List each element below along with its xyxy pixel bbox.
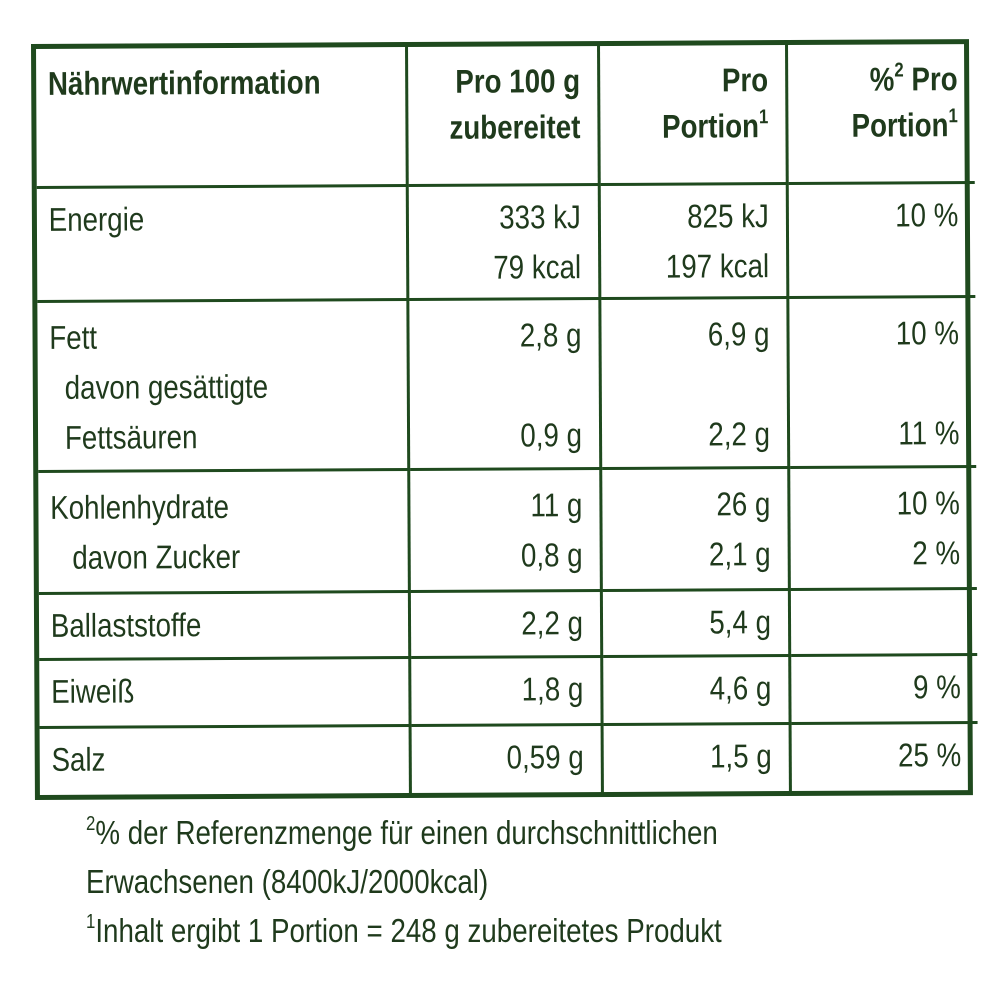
fett-sub1: davon gesättigte [64,367,269,406]
cell-energie-p100: 333 kJ 79 kcal [406,184,581,300]
footnote-1-line: 1Inhalt ergibt 1 Portion = 248 g zuberei… [86,906,825,955]
kh-portion-sub: 2,1 g [708,534,771,572]
cell-fett-p100: 2,8 g 0,9 g [407,298,582,470]
footnote-2-text: % der Referenzmenge für einen durchschni… [95,814,718,851]
row-kohlenhydrate: Kohlenhydrate davon Zucker 11 g 0,8 g 26… [38,466,977,593]
energie-portion-kj: 825 kJ [687,196,769,235]
cell-salz-pct: 25 % [789,722,961,796]
header-percent-pro: Pro [903,60,958,98]
ballast-label: Ballaststoffe [50,605,202,644]
cell-eiweiss-p100: 1,8 g [409,656,583,726]
eiweiss-p100: 1,8 g [521,669,584,707]
header-per-100g-line1: Pro 100 g [455,62,581,100]
cell-ballast-portion: 5,4 g [600,589,771,657]
kh-p100-sub: 0,8 g [520,535,583,573]
fett-sub2: Fettsäuren [64,417,198,456]
energie-portion-kcal: 197 kcal [665,246,770,285]
energie-pct: 10 % [895,195,959,233]
salz-portion: 1,5 g [709,736,772,774]
footnote-2-line2: Erwachsenen (8400kJ/2000kcal) [86,863,489,900]
ballast-p100: 2,2 g [521,603,584,641]
cell-energie-label: Energie [36,185,349,301]
cell-ballast-label: Ballaststoffe [38,591,351,659]
ballast-portion: 5,4 g [709,602,772,640]
cell-fett-label: Fett davon gesättigte Fettsäuren [37,299,350,471]
row-fett: Fett davon gesättigte Fettsäuren 2,8 g 0… [37,296,976,471]
cell-energie-pct: 10 % [786,182,958,298]
header-percent-per-portion: %2 Pro Portion1 [786,44,958,184]
row-salz: Salz 0,59 g 1,5 g 25 % [39,722,978,799]
salz-pct: 25 % [897,735,962,773]
kh-sub: davon Zucker [72,537,241,576]
header-nutrition-info: Nährwertinformation [36,47,348,187]
cell-salz-label: Salz [39,725,351,799]
fett-portion-sub: 2,2 g [708,414,771,452]
cell-eiweiss-pct: 9 % [789,654,961,724]
eiweiss-label: Eiweiß [51,671,135,710]
cell-fett-portion: 6,9 g 2,2 g [599,297,770,469]
row-eiweiss: Eiweiß 1,8 g 4,6 g 9 % [39,654,977,727]
footnotes: 2% der Referenzmenge für einen durchschn… [86,808,825,955]
cell-fett-pct: 10 % 11 % [787,296,960,468]
header-percent-portion: Portion [851,106,949,144]
energie-p100-kj: 333 kJ [499,197,581,236]
footnote-1-text: Inhalt ergibt 1 Portion = 248 g zubereit… [95,912,722,949]
footnote-2-sup: 2 [86,813,96,835]
fett-p100-sub: 0,9 g [520,415,583,453]
nutrition-table-grid: Nährwertinformation Pro 100 g zubereitet… [36,44,978,799]
cell-salz-portion: 1,5 g [601,723,772,797]
header-nutrition-info-text: Nährwertinformation [47,63,321,102]
header-row: Nährwertinformation Pro 100 g zubereitet… [36,44,975,187]
cell-kh-label: Kohlenhydrate davon Zucker [38,469,350,593]
kh-p100: 11 g [530,485,583,523]
header-per-portion: Pro Portion1 [598,45,768,185]
header-per-portion-line1: Pro [721,61,769,99]
cell-ballast-pct [788,588,948,656]
cell-eiweiss-portion: 4,6 g [601,655,771,725]
header-percent-portion-sup: 1 [948,105,958,128]
cell-kh-p100: 11 g 0,8 g [408,468,583,592]
header-percent-sup: 2 [894,59,904,82]
footnote-1-sup: 1 [86,911,96,933]
energie-label: Energie [48,199,145,238]
row-ballaststoffe: Ballaststoffe 2,2 g 5,4 g [38,588,977,659]
energie-p100-kcal: 79 kcal [493,247,582,286]
salz-p100: 0,59 g [506,737,584,776]
fett-p100: 2,8 g [519,315,582,353]
cell-kh-portion: 26 g 2,1 g [600,467,771,591]
cell-ballast-p100: 2,2 g [408,590,583,658]
header-per-portion-word: Portion [661,107,760,145]
fett-label: Fett [49,318,98,356]
eiweiss-portion: 4,6 g [709,668,772,706]
kh-pct-sub: 2 % [912,533,961,571]
row-energie: Energie 333 kJ 79 kcal 825 kJ 197 kcal 1… [36,182,976,301]
header-per-portion-sup: 1 [758,106,769,129]
eiweiss-pct: 9 % [912,667,961,705]
header-percent-sign: % [869,60,895,98]
ballast-pct [802,596,960,597]
kh-portion: 26 g [716,484,771,522]
cell-eiweiss-label: Eiweiß [39,657,351,727]
kh-pct: 10 % [896,483,960,521]
cell-energie-portion: 825 kJ 197 kcal [598,183,769,299]
fett-portion: 6,9 g [707,314,770,352]
header-percent-line1: %2 Pro [799,56,958,103]
header-percent-line2: Portion1 [799,102,958,149]
salz-label: Salz [51,740,106,778]
cell-salz-p100: 0,59 g [409,724,584,798]
header-per-100g: Pro 100 g zubereitet [406,46,580,186]
footnote-2-line1: 2% der Referenzmenge für einen durchschn… [86,808,825,857]
nutrition-table: Nährwertinformation Pro 100 g zubereitet… [31,39,973,800]
kh-label: Kohlenhydrate [50,487,230,526]
header-per-portion-line2: Portion1 [611,103,768,150]
header-per-100g-line2: zubereitet [449,108,581,146]
fett-pct-sub: 11 % [898,413,960,451]
cell-kh-pct: 10 % 2 % [788,466,960,590]
fett-pct: 10 % [895,313,960,351]
